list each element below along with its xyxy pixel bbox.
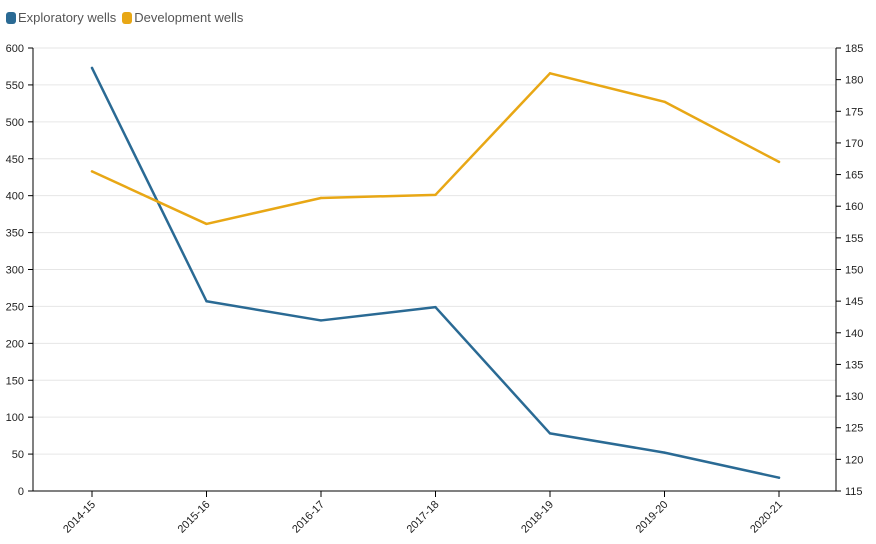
exploratory-point — [548, 432, 552, 435]
development-swatch — [122, 11, 133, 24]
development-point — [434, 193, 437, 197]
development-point — [663, 100, 666, 103]
legend-item-development[interactable]: Development wells — [122, 10, 243, 25]
exploratory-point — [434, 305, 437, 309]
right-tick-label: 130 — [845, 391, 863, 403]
right-tick-label: 135 — [845, 359, 863, 371]
development-point — [90, 170, 94, 173]
left-tick-label: 550 — [6, 80, 24, 92]
left-tick-label: 0 — [18, 486, 24, 498]
exploratory-point — [319, 319, 323, 322]
exploratory-point — [90, 66, 94, 70]
exploratory-point — [205, 300, 208, 303]
x-tick-label: 2018-19 — [519, 499, 556, 536]
right-tick-label: 155 — [845, 233, 863, 245]
left-tick-label: 50 — [12, 449, 24, 461]
left-tick-label: 300 — [6, 265, 24, 277]
right-tick-label: 150 — [845, 265, 863, 277]
right-tick-label: 170 — [845, 138, 863, 150]
left-tick-label: 450 — [6, 154, 24, 166]
legend-label-exploratory: Exploratory wells — [18, 10, 117, 25]
x-tick-label: 2014-15 — [61, 499, 98, 536]
x-tick-label: 2016-17 — [290, 499, 327, 536]
right-tick-label: 115 — [845, 486, 863, 498]
left-tick-label: 200 — [6, 338, 24, 350]
exploratory-point — [663, 451, 666, 454]
right-tick-label: 125 — [845, 423, 863, 435]
right-tick-label: 180 — [845, 75, 863, 87]
x-tick-label: 2017-18 — [405, 499, 442, 536]
left-tick-label: 400 — [6, 191, 24, 203]
development-point — [205, 222, 208, 226]
right-tick-label: 175 — [845, 106, 863, 118]
exploratory-swatch — [6, 11, 16, 24]
right-tick-label: 160 — [845, 201, 863, 213]
development-point — [319, 196, 323, 200]
legend-label-development: Development wells — [134, 10, 244, 25]
development-wells-line — [90, 72, 781, 226]
right-tick-label: 185 — [845, 43, 863, 55]
legend-item-exploratory[interactable]: Exploratory wells — [6, 10, 116, 25]
x-tick-label: 2020-21 — [748, 499, 785, 536]
legend: Exploratory wells Development wells — [6, 10, 243, 25]
exploratory-wells-line — [90, 66, 781, 479]
development-point — [777, 160, 781, 164]
right-tick-label: 120 — [845, 454, 863, 466]
right-tick-label: 145 — [845, 296, 863, 308]
left-tick-label: 500 — [6, 117, 24, 129]
development-point — [548, 72, 552, 75]
left-tick-label: 100 — [6, 412, 24, 424]
right-tick-label: 140 — [845, 328, 863, 340]
x-tick-label: 2015-16 — [176, 499, 213, 536]
exploratory-point — [777, 476, 781, 479]
left-tick-label: 250 — [6, 301, 24, 313]
left-tick-label: 150 — [6, 375, 24, 387]
x-tick-label: 2019-20 — [634, 499, 671, 536]
left-tick-label: 600 — [6, 43, 24, 55]
left-tick-label: 350 — [6, 228, 24, 240]
right-tick-label: 165 — [845, 170, 863, 182]
